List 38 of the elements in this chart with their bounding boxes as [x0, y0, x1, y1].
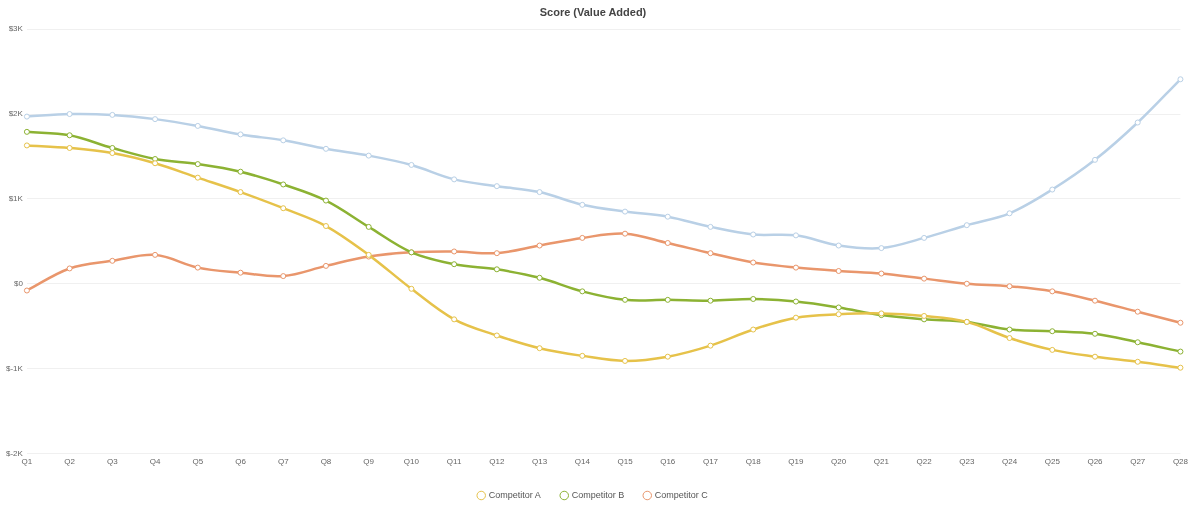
legend-label: Competitor B — [571, 489, 625, 500]
x-tick-label: Q24 — [1001, 457, 1018, 467]
x-tick-label: Q27 — [1130, 457, 1146, 467]
x-tick-label: Q6 — [235, 457, 247, 467]
x-tick-label: Q4 — [149, 457, 161, 467]
x-tick-label: Q19 — [788, 457, 805, 467]
x-tick-label: Q1 — [21, 457, 33, 467]
y-tick-label: $2K — [8, 109, 24, 119]
x-tick-label: Q9 — [363, 457, 375, 467]
y-tick-label: $-1K — [5, 363, 24, 373]
x-tick-label: Q23 — [959, 457, 975, 467]
x-tick-label: Q20 — [831, 457, 847, 467]
x-tick-label: Q28 — [1172, 457, 1189, 467]
x-tick-label: Q21 — [873, 457, 890, 467]
legend-label: Competitor A — [488, 489, 541, 500]
x-tick-label: Q7 — [277, 457, 290, 467]
y-tick-label: $-2K — [5, 448, 24, 458]
x-tick-label: Q10 — [403, 457, 420, 467]
x-tick-label: Q11 — [446, 457, 462, 467]
y-tick-label: $1K — [8, 194, 24, 204]
chart-title: Score (Value Added) — [539, 5, 647, 18]
x-tick-label: Q2 — [64, 457, 76, 467]
x-tick-label: Q26 — [1087, 457, 1104, 467]
x-tick-label: Q5 — [192, 457, 204, 467]
x-tick-label: Q14 — [574, 457, 591, 467]
x-tick-label: Q22 — [916, 457, 933, 467]
x-tick-label: Q12 — [489, 457, 505, 467]
x-tick-label: Q13 — [532, 457, 548, 467]
y-tick-label: $3K — [8, 24, 24, 34]
y-tick-label: $0 — [13, 278, 24, 288]
x-tick-label: Q25 — [1044, 457, 1061, 467]
x-tick-label: Q18 — [745, 457, 762, 467]
x-tick-label: Q17 — [702, 457, 719, 467]
x-tick-label: Q16 — [660, 457, 676, 467]
legend-label: Competitor C — [654, 489, 709, 500]
x-tick-label: Q3 — [107, 457, 119, 467]
x-tick-label: Q15 — [617, 457, 634, 467]
x-tick-label: Q8 — [320, 457, 332, 467]
